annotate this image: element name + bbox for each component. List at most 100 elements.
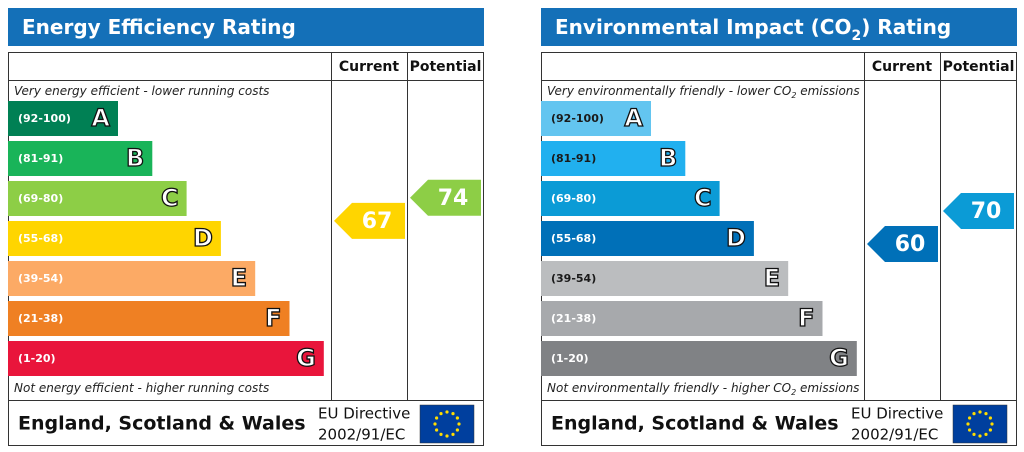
- band-bar: [541, 101, 651, 136]
- band-range: (39-54): [551, 272, 596, 285]
- band-range: (92-100): [551, 112, 604, 125]
- column-header: Current: [872, 59, 933, 75]
- directive-line: 2002/91/EC: [318, 426, 405, 444]
- top-note-part: Very environmentally friendly - lower CO: [547, 84, 791, 98]
- eu-star: [445, 434, 449, 438]
- potential-value: 70: [971, 199, 1002, 224]
- band-range: (81-91): [551, 152, 596, 165]
- bottom-note: Not environmentally friendly - higher CO…: [547, 381, 859, 398]
- eu-star: [439, 432, 443, 436]
- eu-star: [457, 422, 461, 426]
- bottom-note: Not energy efficient - higher running co…: [14, 381, 269, 395]
- potential-arrow: [943, 193, 1014, 229]
- band-letter: D: [193, 224, 213, 252]
- band-letter: E: [764, 264, 780, 292]
- eu-star: [968, 428, 972, 432]
- eu-star: [978, 410, 982, 414]
- band-bar: [8, 221, 221, 256]
- band-bar: [541, 301, 823, 336]
- band-bar: [8, 101, 118, 136]
- top-note: Very energy efficient - lower running co…: [14, 84, 269, 98]
- eu-star: [445, 410, 449, 414]
- panel-title-part: Energy Efficiency Rating: [22, 15, 296, 39]
- eu-star: [972, 412, 976, 416]
- eu-star: [978, 434, 982, 438]
- column-header: Potential: [943, 59, 1015, 75]
- eu-star: [966, 422, 970, 426]
- eu-star: [984, 432, 988, 436]
- eu-star: [984, 412, 988, 416]
- panel-title-part: Environmental Impact (CO: [555, 15, 851, 39]
- top-note: Very environmentally friendly - lower CO…: [547, 84, 860, 101]
- top-note-part: Very energy efficient - lower running co…: [14, 84, 269, 98]
- bottom-note-part: 2: [791, 388, 796, 397]
- band-bar: [8, 301, 290, 336]
- band-range: (1-20): [18, 352, 56, 365]
- bottom-note-part: Not environmentally friendly - higher CO: [547, 381, 791, 395]
- band-range: (21-38): [18, 312, 63, 325]
- eu-star: [451, 412, 455, 416]
- top-note-part: emissions: [796, 84, 859, 98]
- potential-arrow: [410, 179, 481, 216]
- current-value: 67: [362, 209, 393, 234]
- column-header: Current: [339, 59, 400, 75]
- top-note-part: 2: [791, 91, 796, 100]
- band-letter: B: [126, 144, 144, 172]
- band-letter: F: [265, 304, 281, 332]
- eu-star: [988, 428, 992, 432]
- eu-star: [968, 416, 972, 420]
- panel-title-part: 2: [851, 28, 861, 44]
- band-letter: F: [798, 304, 814, 332]
- band-range: (55-68): [551, 232, 596, 245]
- eu-star: [455, 428, 459, 432]
- band-bar: [8, 261, 256, 296]
- band-letter: G: [829, 344, 849, 372]
- directive-line: 2002/91/EC: [851, 426, 938, 444]
- panel-title: Energy Efficiency Rating: [22, 15, 296, 39]
- directive-line: EU Directive: [318, 405, 410, 423]
- bottom-note-part: Not energy efficient - higher running co…: [14, 381, 269, 395]
- eu-star: [439, 412, 443, 416]
- panel-title-part: ) Rating: [861, 15, 951, 39]
- band-letter: C: [694, 184, 712, 212]
- band-range: (81-91): [18, 152, 63, 165]
- band-letter: C: [161, 184, 179, 212]
- band-letter: B: [659, 144, 677, 172]
- current-arrow: [334, 202, 405, 239]
- bottom-note-part: emissions: [796, 381, 859, 395]
- directive-line: EU Directive: [851, 405, 943, 423]
- band-bar: [8, 181, 187, 216]
- current-arrow: [867, 226, 938, 262]
- eu-star: [451, 432, 455, 436]
- band-bar: [541, 181, 720, 216]
- band-bar: [541, 141, 686, 176]
- band-range: (1-20): [551, 352, 589, 365]
- band-bar: [8, 341, 324, 376]
- footer-region: England, Scotland & Wales: [551, 413, 839, 435]
- current-value: 60: [895, 232, 926, 257]
- band-letter: A: [624, 104, 643, 132]
- band-range: (69-80): [551, 192, 596, 205]
- eu-star: [990, 422, 994, 426]
- band-range: (69-80): [18, 192, 63, 205]
- band-bar: [541, 261, 789, 296]
- potential-value: 74: [438, 186, 469, 211]
- band-bar: [541, 341, 857, 376]
- band-range: (55-68): [18, 232, 63, 245]
- band-range: (21-38): [551, 312, 596, 325]
- eu-star: [433, 422, 437, 426]
- band-letter: D: [726, 224, 746, 252]
- eu-star: [455, 416, 459, 420]
- band-bar: [541, 221, 754, 256]
- footer-region: England, Scotland & Wales: [18, 413, 306, 435]
- title-bar: [8, 8, 484, 46]
- panel-title: Environmental Impact (CO2) Rating: [555, 15, 951, 45]
- band-letter: E: [231, 264, 247, 292]
- title-bar: [541, 8, 1017, 46]
- band-range: (39-54): [18, 272, 63, 285]
- eu-star: [435, 428, 439, 432]
- eu-star: [972, 432, 976, 436]
- band-range: (92-100): [18, 112, 71, 125]
- band-letter: G: [296, 344, 316, 372]
